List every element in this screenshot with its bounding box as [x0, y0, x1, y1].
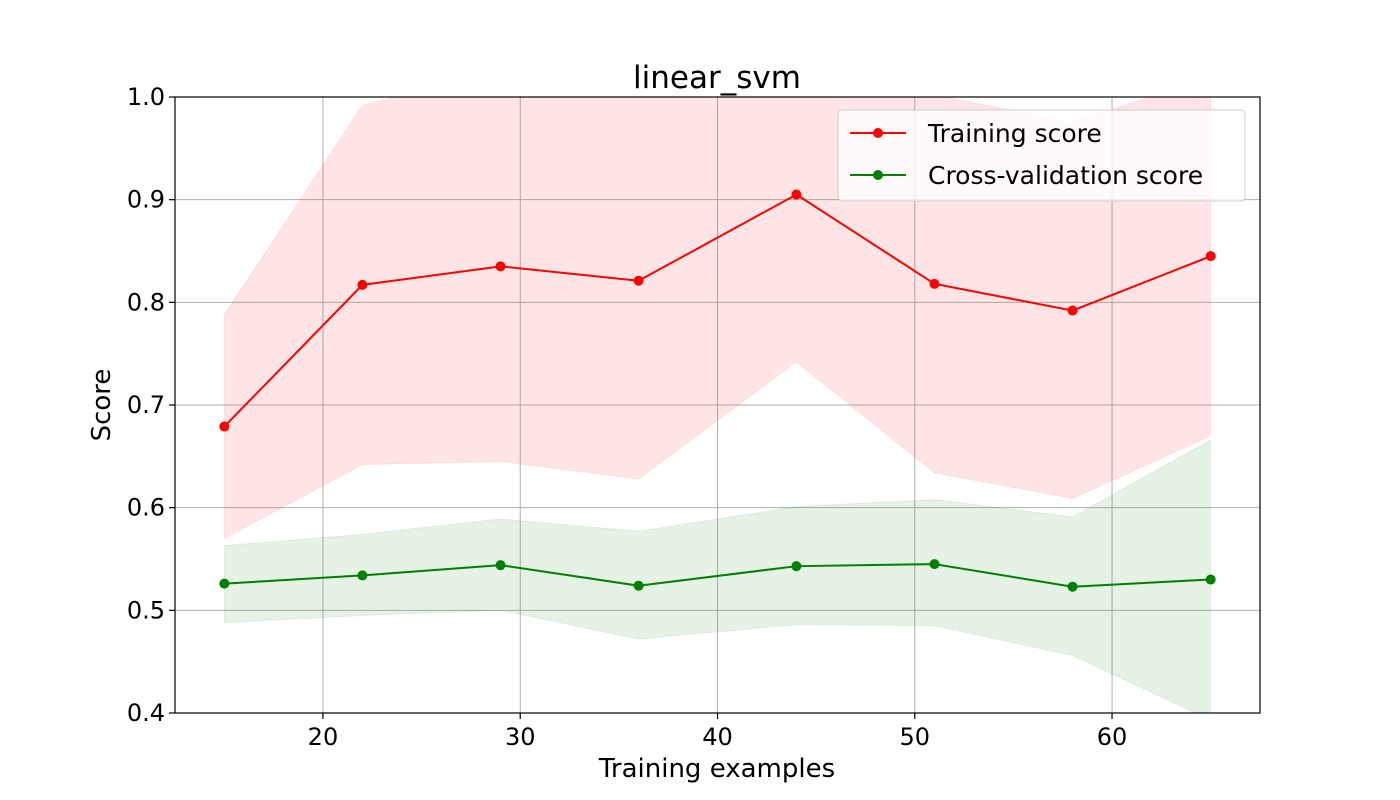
series-0-point [929, 278, 940, 289]
y-tick-label: 0.8 [127, 288, 165, 316]
series-0-point [219, 421, 230, 432]
series-0-point [791, 189, 802, 200]
series-0-line [223, 193, 1212, 428]
series-0-point [1067, 305, 1078, 316]
score-lines [223, 193, 1212, 588]
series-1-point [929, 559, 940, 570]
series-0-point [357, 279, 368, 290]
legend-box [837, 109, 1246, 202]
series-1-point [791, 561, 802, 572]
series-1-point [357, 570, 368, 581]
x-tick-label: 50 [899, 723, 930, 751]
y-tick-label: 0.9 [127, 186, 165, 214]
y-tick-label: 0.5 [127, 596, 165, 624]
legend-label-1: Cross-validation score [928, 161, 1203, 190]
series-0-band [223, 97, 1212, 540]
legend: Training score Cross-validation score [837, 109, 1246, 202]
y-tick-label: 0.7 [127, 391, 165, 419]
x-axis-ticks: 20 30 40 50 60 [308, 713, 1128, 751]
y-tick-label: 1.0 [127, 83, 165, 111]
series-0-point [495, 261, 506, 272]
x-axis-label: Training examples [598, 754, 835, 784]
y-axis-label: Score [87, 369, 117, 442]
series-1-point [495, 560, 506, 571]
legend-marker-1 [873, 170, 883, 180]
x-tick-label: 20 [308, 723, 339, 751]
y-axis-ticks: 0.4 0.5 0.6 0.7 0.8 0.9 1.0 [127, 83, 175, 727]
legend-label-0: Training score [927, 119, 1102, 148]
legend-marker-0 [873, 128, 883, 138]
series-1-point [633, 580, 644, 591]
chart-title: linear_svm [633, 60, 801, 96]
y-tick-label: 0.6 [127, 494, 165, 522]
series-1-point [1205, 574, 1216, 585]
y-tick-label: 0.4 [127, 699, 165, 727]
x-tick-label: 60 [1097, 723, 1128, 751]
x-tick-label: 40 [702, 723, 733, 751]
series-1-point [219, 578, 230, 589]
x-tick-label: 30 [505, 723, 536, 751]
series-1-line [224, 563, 1211, 588]
series-0-point [633, 275, 644, 286]
series-1-point [1067, 581, 1078, 592]
series-0-point [1205, 251, 1216, 262]
score-markers [219, 189, 1216, 592]
